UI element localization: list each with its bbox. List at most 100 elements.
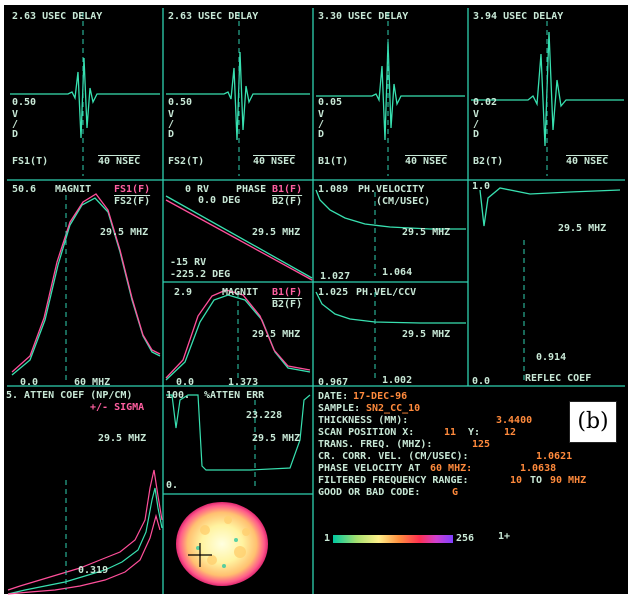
info-trans: 125 [472,439,491,450]
magnitude2-traces [165,289,311,382]
waveform1-unit-d: D [12,129,19,140]
magnitude2-freq: 29.5 MHZ [252,329,301,340]
atten-title: 5. ATTEN COEF (NP/CM) [6,390,133,401]
magnitude-freq: 29.5 MHZ [100,227,149,238]
magnitude2-x-start: 0.0 [176,377,195,388]
info-trans-label: TRANS. FREQ. (MHZ): [318,439,433,450]
colorbar-min: 1 [324,533,331,544]
phase-freq: 29.5 MHZ [252,227,301,238]
reflec-x-start: 0.0 [472,376,491,387]
phvelccv-bottom-value: 0.967 [318,377,349,388]
info-sample-label: SAMPLE: [318,403,361,414]
phase-bottom-value: -15 RV [170,257,207,268]
phvel-top-value: 1.089 [318,184,349,195]
phase-ratio-top: B1(F) [272,184,303,195]
reflec-freq: 29.5 MHZ [558,223,607,234]
info-range-to: 90 MHZ [550,475,587,486]
info-range-to-label: TO [530,475,543,486]
phvel-bottom-value: 1.027 [320,271,351,282]
info-range-label: FILTERED FREQUENCY RANGE: [318,475,469,486]
waveform-b1 [316,41,465,141]
magnitude2-ratio-top: B1(F) [272,287,303,298]
atten-err-value: 23.228 [246,410,283,421]
phase-top-deg: 0.0 DEG [198,195,241,206]
phase-label: PHASE [236,184,267,195]
color-bar [333,535,453,543]
atten-err-freq: 29.5 MHZ [252,433,301,444]
phase-top-value: 0 RV [185,184,210,195]
phvelccv-marker-value: 1.002 [382,375,413,386]
info-cr-label: CR. CORR. VEL. (CM/USEC): [318,451,469,462]
waveform1-channel: FS1(T) [12,156,49,167]
figure-panel-label: (b) [569,401,617,443]
info-phase-vel-label: PHASE VELOCITY AT [318,463,421,474]
waveform2-unit-slash: / [168,119,175,130]
info-scan-x: 11 [444,427,457,438]
phase-ratio-bottom: B2(F) [272,196,303,207]
magnitude-ratio-top: FS1(F) [114,184,151,195]
phvel-freq: 29.5 MHZ [402,227,451,238]
waveform4-channel: B2(T) [473,156,504,167]
info-date: 17-DEC-96 [353,391,408,402]
atten-traces [7,469,163,595]
waveform1-scale: 0.50 [12,97,37,108]
reflec-traces [479,187,621,384]
waveform2-scale: 0.50 [168,97,193,108]
info-scan-label: SCAN POSITION X: [318,427,415,438]
waveform1-unit-slash: / [12,119,19,130]
panel-grid [7,8,625,594]
atten-value: 0.319 [78,565,109,576]
magnitude-label: MAGNIT [55,184,92,195]
atten-err-label: %ATTEN ERR [204,390,265,401]
waveform4-scale: 0.02 [473,97,498,108]
waveform1-timescale: 40 NSEC [98,156,141,167]
scan-map [176,502,268,586]
colorbar-marker: 1+ [498,531,511,542]
waveform1-unit-v: V [12,109,19,120]
reflec-label: REFLEC COEF [525,373,592,384]
magnitude2-ratio-bottom: B2(F) [272,299,303,310]
atten-err-bottom-value: 0. [166,480,179,491]
magnitude2-value: 1.373 [228,377,259,388]
magnitude-traces [11,193,161,380]
magnitude2-top-value: 2.9 [174,287,193,298]
info-scan-y-label: Y: [468,427,481,438]
info-phase-vel-freq: 60 MHZ: [430,463,473,474]
screen-background [4,5,628,594]
waveform2-timescale: 40 NSEC [253,156,296,167]
waveform-markers [82,12,548,176]
info-sample: SN2_CC_10 [366,403,421,414]
info-code: G [452,487,459,498]
info-phase-vel: 1.0638 [520,463,557,474]
waveform3-unit-slash: / [318,119,325,130]
reflec-marker-value: 0.914 [536,352,567,363]
info-range-from: 10 [510,475,523,486]
reflec-top-value: 1.0 [472,181,491,192]
waveform4-unit-d: D [473,129,480,140]
waveform2-delay: 2.63 USEC DELAY [168,11,259,22]
magnitude-top-value: 50.6 [12,184,37,195]
phvelccv-label: PH.VEL/CCV [356,287,417,298]
waveform3-unit-d: D [318,129,325,140]
info-date-label: DATE: [318,391,349,402]
magnitude-ratio-bottom: FS2(F) [114,196,151,207]
waveform3-channel: B1(T) [318,156,349,167]
waveform2-unit-d: D [168,129,175,140]
info-scan-y: 12 [504,427,517,438]
waveform4-unit-v: V [473,109,480,120]
waveform-fs1 [10,57,160,139]
colorbar-max: 256 [456,533,475,544]
info-code-label: GOOD OR BAD CODE: [318,487,421,498]
atten-err-traces [166,394,311,490]
info-thickness-label: THICKNESS (MM): [318,415,409,426]
phvel-units: (CM/USEC) [376,196,431,207]
atten-sigma: +/- SIGMA [90,402,145,413]
waveform3-unit-v: V [318,109,325,120]
magnitude-x-end: 60 MHZ [74,377,111,388]
phvel-marker-value: 1.064 [382,267,413,278]
waveform3-timescale: 40 NSEC [405,156,448,167]
info-cr: 1.0621 [536,451,573,462]
waveform2-channel: FS2(T) [168,156,205,167]
waveform3-scale: 0.05 [318,97,343,108]
